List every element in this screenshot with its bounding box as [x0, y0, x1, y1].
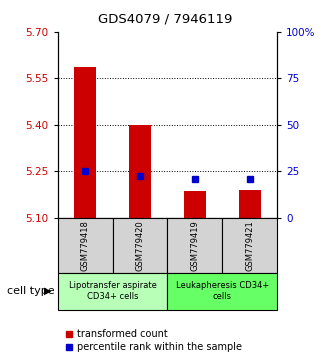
Bar — [58, 218, 113, 273]
Text: Leukapheresis CD34+
cells: Leukapheresis CD34+ cells — [176, 281, 269, 301]
Text: Lipotransfer aspirate
CD34+ cells: Lipotransfer aspirate CD34+ cells — [69, 281, 156, 301]
Bar — [74, 68, 96, 218]
Text: GSM779421: GSM779421 — [245, 220, 254, 270]
Legend: transformed count, percentile rank within the sample: transformed count, percentile rank withi… — [61, 325, 246, 354]
Bar — [168, 273, 277, 310]
Bar — [129, 125, 151, 218]
Bar — [222, 218, 277, 273]
Bar — [113, 218, 168, 273]
Bar — [184, 192, 206, 218]
Text: GSM779419: GSM779419 — [190, 220, 199, 270]
Text: GSM779420: GSM779420 — [136, 220, 145, 270]
Text: cell type: cell type — [7, 286, 54, 296]
Text: GSM779418: GSM779418 — [81, 220, 90, 270]
Text: GDS4079 / 7946119: GDS4079 / 7946119 — [98, 12, 232, 25]
Bar — [58, 273, 168, 310]
Bar — [239, 190, 261, 218]
Text: ▶: ▶ — [44, 286, 51, 296]
Bar — [168, 218, 222, 273]
